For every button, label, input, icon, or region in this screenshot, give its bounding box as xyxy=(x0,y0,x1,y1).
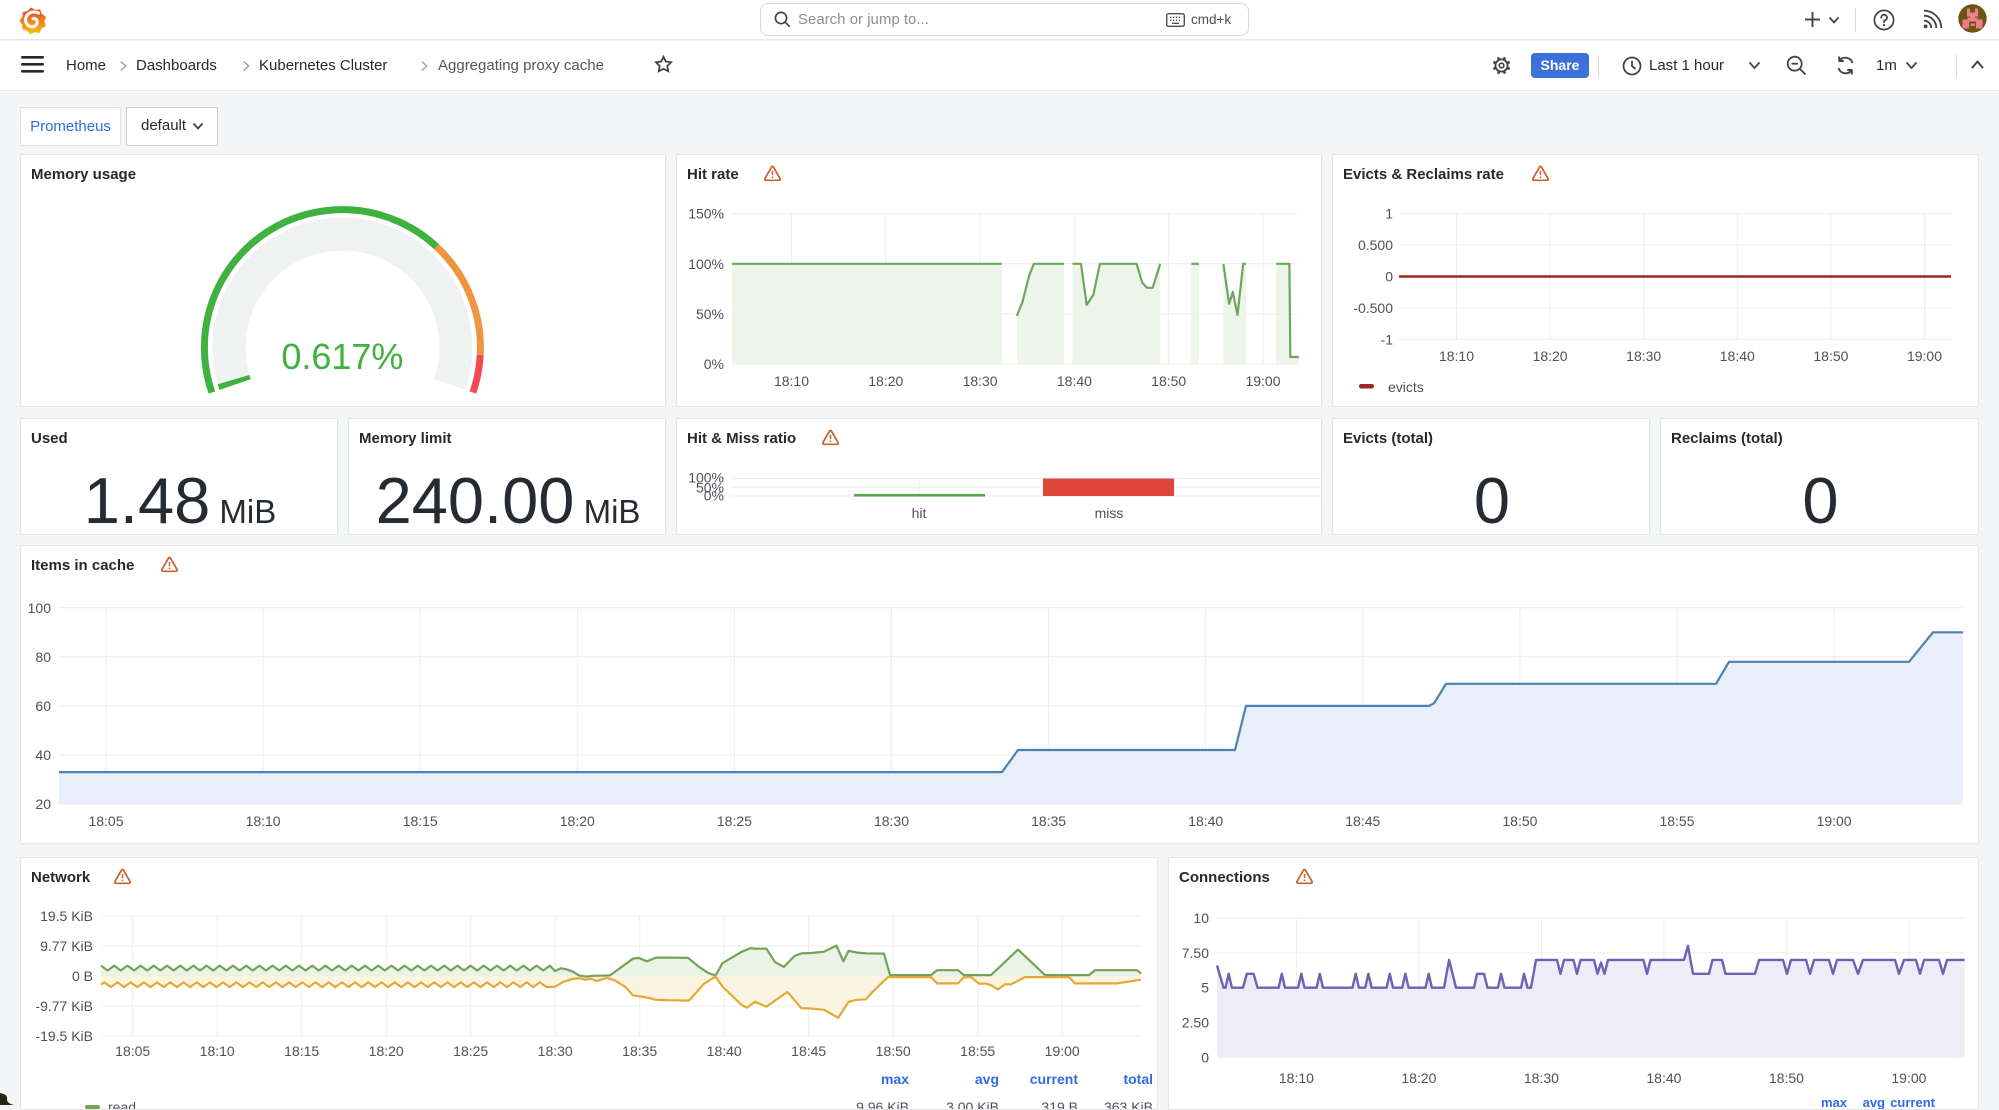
svg-text:18:20: 18:20 xyxy=(1533,348,1568,364)
svg-text:18:50: 18:50 xyxy=(1813,348,1848,364)
svg-text:18:20: 18:20 xyxy=(560,813,595,829)
svg-text:60: 60 xyxy=(35,698,51,714)
svg-text:0: 0 xyxy=(1201,1049,1209,1065)
svg-text:319 B: 319 B xyxy=(1041,1099,1078,1110)
svg-text:18:50: 18:50 xyxy=(1151,373,1186,389)
svg-text:18:10: 18:10 xyxy=(200,1043,235,1059)
svg-text:1: 1 xyxy=(1385,206,1393,222)
svg-text:read: read xyxy=(108,1099,136,1110)
svg-text:miss: miss xyxy=(1095,505,1124,521)
svg-text:0.617%: 0.617% xyxy=(281,336,403,377)
svg-text:18:20: 18:20 xyxy=(1401,1070,1436,1086)
svg-text:18:35: 18:35 xyxy=(622,1043,657,1059)
svg-text:18:20: 18:20 xyxy=(868,373,903,389)
svg-text:2.50: 2.50 xyxy=(1182,1015,1209,1031)
svg-text:18:45: 18:45 xyxy=(1345,813,1380,829)
svg-text:80: 80 xyxy=(35,649,51,665)
svg-text:40: 40 xyxy=(35,747,51,763)
svg-text:18:25: 18:25 xyxy=(453,1043,488,1059)
svg-text:avg: avg xyxy=(1863,1095,1885,1110)
svg-text:18:05: 18:05 xyxy=(88,813,123,829)
svg-text:18:40: 18:40 xyxy=(1057,373,1092,389)
svg-text:100%: 100% xyxy=(688,470,724,486)
svg-text:18:15: 18:15 xyxy=(284,1043,319,1059)
svg-text:max: max xyxy=(1821,1095,1848,1110)
svg-text:363 KiB: 363 KiB xyxy=(1104,1099,1153,1110)
svg-text:9.96 KiB: 9.96 KiB xyxy=(856,1099,909,1110)
svg-text:9.77 KiB: 9.77 KiB xyxy=(40,938,93,954)
svg-text:-1: -1 xyxy=(1381,331,1394,347)
svg-text:18:50: 18:50 xyxy=(1502,813,1537,829)
svg-text:18:45: 18:45 xyxy=(791,1043,826,1059)
svg-text:avg: avg xyxy=(975,1071,999,1087)
svg-text:18:55: 18:55 xyxy=(960,1043,995,1059)
svg-text:evicts: evicts xyxy=(1388,379,1424,395)
svg-text:0 B: 0 B xyxy=(72,968,93,984)
svg-text:18:50: 18:50 xyxy=(876,1043,911,1059)
svg-text:100: 100 xyxy=(28,600,52,616)
svg-text:current: current xyxy=(1030,1071,1079,1087)
svg-text:18:20: 18:20 xyxy=(369,1043,404,1059)
svg-text:hit: hit xyxy=(912,505,927,521)
svg-text:18:30: 18:30 xyxy=(1626,348,1661,364)
svg-text:19:00: 19:00 xyxy=(1817,813,1852,829)
svg-text:18:25: 18:25 xyxy=(717,813,752,829)
svg-text:18:40: 18:40 xyxy=(1720,348,1755,364)
svg-text:5: 5 xyxy=(1201,980,1209,996)
svg-text:18:15: 18:15 xyxy=(403,813,438,829)
svg-text:19:00: 19:00 xyxy=(1907,348,1942,364)
svg-text:-0.500: -0.500 xyxy=(1353,300,1393,316)
svg-text:-9.77 KiB: -9.77 KiB xyxy=(35,998,93,1014)
svg-text:18:10: 18:10 xyxy=(1279,1070,1314,1086)
svg-text:total: total xyxy=(1123,1071,1153,1087)
svg-text:18:30: 18:30 xyxy=(1524,1070,1559,1086)
svg-text:20: 20 xyxy=(35,796,51,812)
svg-text:19:00: 19:00 xyxy=(1891,1070,1926,1086)
svg-text:max: max xyxy=(881,1071,909,1087)
svg-text:18:30: 18:30 xyxy=(963,373,998,389)
svg-text:18:10: 18:10 xyxy=(246,813,281,829)
svg-text:18:05: 18:05 xyxy=(115,1043,150,1059)
svg-text:18:30: 18:30 xyxy=(538,1043,573,1059)
svg-text:0: 0 xyxy=(1385,269,1393,285)
svg-text:18:55: 18:55 xyxy=(1659,813,1694,829)
svg-text:0.500: 0.500 xyxy=(1358,237,1393,253)
svg-text:18:10: 18:10 xyxy=(774,373,809,389)
svg-text:18:50: 18:50 xyxy=(1769,1070,1804,1086)
svg-text:0%: 0% xyxy=(704,488,724,504)
svg-text:18:30: 18:30 xyxy=(874,813,909,829)
svg-text:50%: 50% xyxy=(696,306,724,322)
svg-text:current: current xyxy=(1890,1095,1935,1110)
svg-text:3.00 KiB: 3.00 KiB xyxy=(946,1099,999,1110)
svg-text:19:00: 19:00 xyxy=(1045,1043,1080,1059)
svg-text:-19.5 KiB: -19.5 KiB xyxy=(35,1028,93,1044)
svg-text:19.5 KiB: 19.5 KiB xyxy=(40,908,93,924)
svg-text:18:40: 18:40 xyxy=(1188,813,1223,829)
svg-text:18:10: 18:10 xyxy=(1439,348,1474,364)
svg-text:7.50: 7.50 xyxy=(1182,945,1209,961)
svg-text:150%: 150% xyxy=(688,206,724,222)
svg-text:50%: 50% xyxy=(696,480,724,496)
svg-text:18:40: 18:40 xyxy=(707,1043,742,1059)
svg-text:18:40: 18:40 xyxy=(1646,1070,1681,1086)
svg-text:10: 10 xyxy=(1193,910,1209,926)
svg-text:100%: 100% xyxy=(688,256,724,272)
svg-text:0%: 0% xyxy=(704,356,724,372)
svg-text:19:00: 19:00 xyxy=(1245,373,1280,389)
svg-text:18:35: 18:35 xyxy=(1031,813,1066,829)
